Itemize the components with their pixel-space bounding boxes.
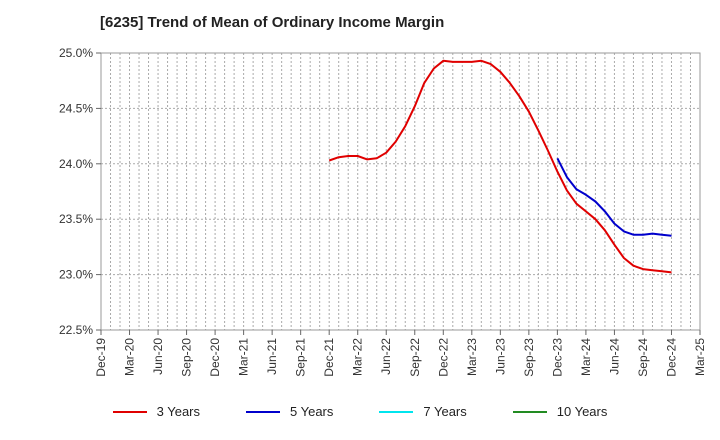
legend-item: 7 Years xyxy=(379,404,467,419)
y-tick-label: 22.5% xyxy=(59,323,93,337)
x-tick-label: Mar-24 xyxy=(579,338,593,376)
x-tick-label: Dec-19 xyxy=(94,338,108,377)
legend-item: 3 Years xyxy=(112,404,200,419)
x-tick-label: Jun-24 xyxy=(607,338,621,375)
axis-layer: 22.5% 23.0% 23.5% 24.0% 24.5% 25.0% Dec-19 Mar-… xyxy=(59,46,707,377)
x-tick-label: Jun-21 xyxy=(265,338,279,375)
y-tick-label: 25.0% xyxy=(59,46,93,60)
legend-label: 7 Years xyxy=(423,404,467,419)
x-tick-label: Sep-21 xyxy=(294,338,308,377)
plot-area-frame xyxy=(100,52,701,331)
legend-swatch xyxy=(246,410,280,413)
legend-label: 5 Years xyxy=(290,404,334,419)
y-tick-label: 23.5% xyxy=(59,212,93,226)
legend-swatch xyxy=(112,410,147,413)
x-tick-label: Jun-22 xyxy=(379,338,393,375)
x-tick-label: Sep-20 xyxy=(180,338,194,377)
grid-layer xyxy=(100,52,701,331)
x-tick-label: Dec-20 xyxy=(208,338,222,377)
chart-title: [6235] Trend of Mean of Ordinary Income … xyxy=(100,14,445,31)
x-tick-label: Mar-23 xyxy=(465,338,479,376)
chart-legend: 3 Years 5 Years 7 Years 10 Years xyxy=(0,404,720,419)
x-tick-label: Sep-23 xyxy=(522,338,536,377)
x-tick-label: Sep-24 xyxy=(636,338,650,377)
legend-label: 10 Years xyxy=(556,404,608,419)
legend-swatch xyxy=(379,410,414,413)
series-line-3-years xyxy=(328,59,672,274)
legend-item: 5 Years xyxy=(246,404,333,419)
legend-swatch xyxy=(512,410,547,413)
y-tick-label: 24.5% xyxy=(59,101,93,115)
x-tick-label: Mar-25 xyxy=(693,338,707,376)
x-tick-label: Sep-22 xyxy=(408,338,422,377)
x-tick-label: Jun-23 xyxy=(493,338,507,375)
series-line-5-years xyxy=(556,157,672,237)
y-tick-label: 24.0% xyxy=(59,157,93,171)
x-tick-label: Jun-20 xyxy=(151,338,165,375)
x-tick-label: Dec-21 xyxy=(322,338,336,377)
x-tick-label: Mar-21 xyxy=(237,338,251,376)
x-tick-label: Dec-22 xyxy=(436,338,450,377)
x-tick-label: Mar-20 xyxy=(123,338,137,376)
legend-item: 10 Years xyxy=(512,404,608,419)
legend-label: 3 Years xyxy=(156,404,200,419)
y-tick-label: 23.0% xyxy=(59,268,93,282)
x-tick-label: Dec-23 xyxy=(550,338,564,377)
x-tick-label: Dec-24 xyxy=(664,338,678,377)
x-tick-label: Mar-22 xyxy=(351,338,365,376)
series-layer xyxy=(328,59,672,274)
